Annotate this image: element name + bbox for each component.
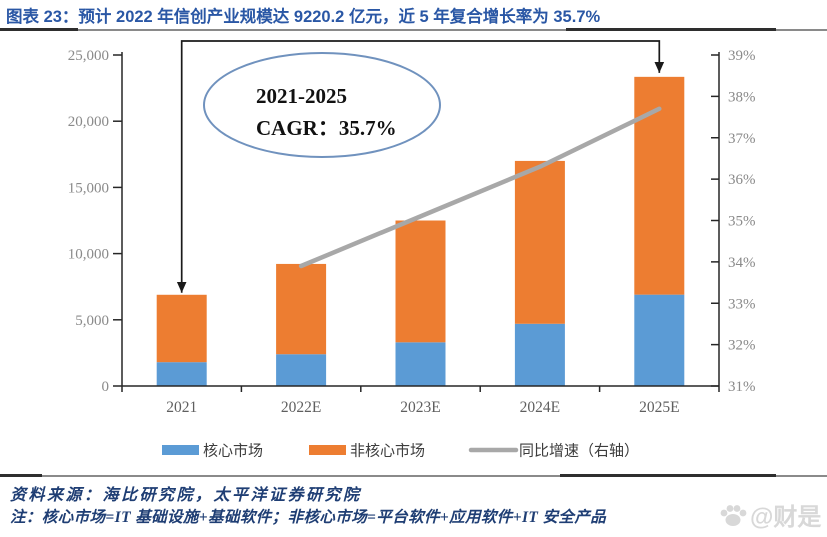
svg-text:2021-2025: 2021-2025 (256, 84, 347, 108)
svg-text:33%: 33% (728, 296, 756, 312)
svg-text:2021: 2021 (166, 399, 197, 416)
annotation-arrow (176, 40, 665, 293)
footer-divider (0, 474, 827, 477)
legend: 核心市场 非核心市场 同比增速（右轴） (162, 443, 639, 460)
axes (113, 52, 720, 392)
svg-text:25,000: 25,000 (68, 48, 109, 64)
svg-text:38%: 38% (728, 89, 756, 105)
source-note: 资料来源：海比研究院，太平洋证券研究院 (10, 487, 362, 504)
divider-dark-left (0, 474, 42, 477)
svg-text:37%: 37% (728, 131, 756, 147)
svg-text:同比增速（右轴）: 同比增速（右轴） (519, 443, 639, 460)
bar-core-2022E (276, 354, 327, 386)
underline-dark-left (0, 28, 78, 31)
bar-core-2021 (156, 362, 207, 386)
svg-text:0: 0 (102, 379, 110, 395)
svg-text:32%: 32% (728, 338, 756, 354)
watermark-text: @财是 (750, 504, 822, 531)
x-axis-labels: 2021 2022E 2023E 2024E 2025E (166, 399, 679, 416)
svg-text:2022E: 2022E (281, 399, 321, 416)
watermark: @财是 (718, 497, 821, 532)
svg-text:核心市场: 核心市场 (203, 443, 263, 460)
bar-noncore-2024E (514, 160, 565, 324)
svg-text:5,000: 5,000 (75, 313, 109, 329)
svg-text:20,000: 20,000 (68, 114, 109, 130)
svg-text:15,000: 15,000 (68, 180, 109, 196)
svg-text:34%: 34% (728, 255, 756, 271)
bar-noncore-2023E (395, 220, 446, 343)
bar-core-2023E (395, 342, 446, 386)
underline-dark-right (566, 28, 776, 31)
bar-core-2025E (634, 294, 685, 386)
svg-text:35%: 35% (728, 214, 756, 230)
svg-text:2025E: 2025E (639, 399, 679, 416)
bar-core-2024E (514, 323, 565, 386)
annotation-ellipse: 2021-2025 CAGR：35.7% (203, 52, 441, 158)
divider-dark-right (560, 474, 776, 477)
paw-icon (720, 504, 747, 526)
svg-text:CAGR：35.7%: CAGR：35.7% (256, 116, 397, 140)
figure-title: 图表 23：预计 2022 年信创产业规模达 9220.2 亿元，近 5 年复合… (6, 8, 601, 26)
definition-note: 注：核心市场=IT 基础设施+基础软件；非核心市场=平台软件+应用软件+IT 安… (10, 509, 607, 526)
svg-text:31%: 31% (728, 379, 756, 395)
bar-noncore-2021 (156, 294, 207, 363)
svg-text:2024E: 2024E (520, 399, 560, 416)
bar-noncore-2022E (276, 263, 327, 355)
title-underline (0, 28, 827, 31)
svg-text:10,000: 10,000 (68, 247, 109, 263)
svg-text:39%: 39% (728, 48, 756, 64)
svg-text:非核心市场: 非核心市场 (350, 443, 425, 460)
combo-chart: 0 5,000 10,000 15,000 20,000 25,000 31% 32% 33% 3… (68, 40, 756, 460)
svg-text:2023E: 2023E (400, 399, 440, 416)
svg-text:36%: 36% (728, 172, 756, 188)
